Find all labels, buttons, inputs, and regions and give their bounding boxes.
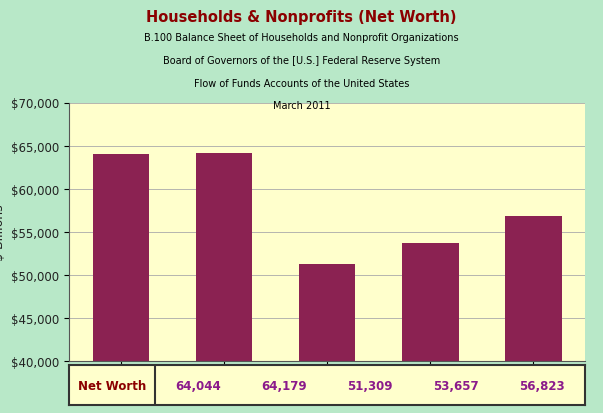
Bar — [505, 217, 562, 413]
Text: Households & Nonprofits (Net Worth): Households & Nonprofits (Net Worth) — [147, 10, 456, 25]
Text: B.100 Balance Sheet of Households and Nonprofit Organizations: B.100 Balance Sheet of Households and No… — [144, 33, 459, 43]
Bar — [195, 153, 253, 413]
Text: 56,823: 56,823 — [519, 379, 565, 392]
Text: Board of Governors of the [U.S.] Federal Reserve System: Board of Governors of the [U.S.] Federal… — [163, 56, 440, 66]
Text: 64,044: 64,044 — [175, 379, 221, 392]
Text: Net Worth: Net Worth — [78, 379, 147, 392]
Y-axis label: $ Billions: $ Billions — [0, 204, 6, 261]
Text: Flow of Funds Accounts of the United States: Flow of Funds Accounts of the United Sta… — [194, 78, 409, 88]
Text: 51,309: 51,309 — [347, 379, 393, 392]
Bar — [298, 264, 356, 413]
Text: 53,657: 53,657 — [433, 379, 479, 392]
Bar — [402, 244, 459, 413]
Text: 64,179: 64,179 — [261, 379, 307, 392]
Bar — [92, 154, 150, 413]
Text: March 2011: March 2011 — [273, 101, 330, 111]
